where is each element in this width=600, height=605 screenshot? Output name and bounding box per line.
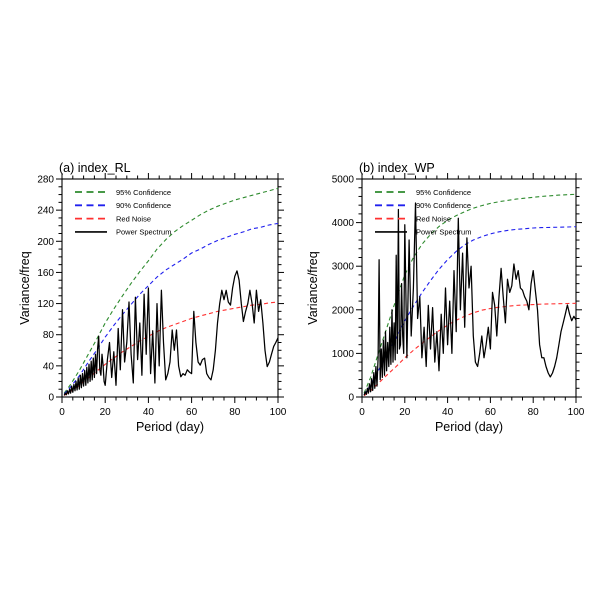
y-tick-label: 80 xyxy=(43,330,55,341)
x-axis-label: Period (day) xyxy=(136,420,204,434)
series-power-spectrum xyxy=(63,270,279,396)
x-tick-label: 40 xyxy=(442,407,454,418)
plot-frame xyxy=(361,178,577,398)
series-power-spectrum xyxy=(363,202,577,396)
y-tick-label: 160 xyxy=(37,268,54,279)
x-tick-label: 40 xyxy=(143,407,155,418)
y-tick-label: 40 xyxy=(43,361,55,372)
legend-label: Red Noise xyxy=(416,214,451,223)
y-tick-label: 0 xyxy=(348,393,354,404)
x-tick-label: 0 xyxy=(59,407,65,418)
x-tick-label: 60 xyxy=(186,407,198,418)
y-axis-label: Variance/freq xyxy=(306,251,320,324)
series-red-noise xyxy=(363,302,577,397)
y-tick-label: 240 xyxy=(37,206,54,217)
x-tick-label: 20 xyxy=(399,407,411,418)
x-tick-label: 100 xyxy=(568,407,585,418)
chart-a: 0 20 40 60 80 100 0 40 80 120 160 200 240 280 95% Conf… xyxy=(18,161,287,434)
y-tick-label: 2000 xyxy=(332,305,355,316)
x-tick-label: 20 xyxy=(100,407,112,418)
legend-label: 90% Confidence xyxy=(116,201,171,210)
legend-label: Power Spectrum xyxy=(416,228,471,237)
y-tick-label: 280 xyxy=(37,175,54,186)
x-tick-label: 100 xyxy=(270,407,287,418)
x-tick-label: 60 xyxy=(485,407,497,418)
legend-label: Red Noise xyxy=(116,214,151,223)
chart-title: (a) index_RL xyxy=(59,161,131,175)
y-tick-label: 1000 xyxy=(332,349,355,360)
y-tick-label: 120 xyxy=(37,299,54,310)
series-95-confidence xyxy=(363,193,577,394)
series-95-confidence xyxy=(63,187,279,394)
legend-label: Power Spectrum xyxy=(116,228,171,237)
x-tick-label: 80 xyxy=(528,407,540,418)
y-tick-label: 200 xyxy=(37,237,54,248)
axis-ticks xyxy=(56,173,284,403)
y-axis-label: Variance/freq xyxy=(18,251,32,324)
legend: 95% Confidence 90% Confidence Red Noise Pow… xyxy=(375,188,471,237)
y-tick-label: 5000 xyxy=(332,175,355,186)
chart-title: (b) index_WP xyxy=(359,161,435,175)
x-axis-label: Period (day) xyxy=(435,420,503,434)
plot-frame xyxy=(61,178,279,398)
legend-label: 90% Confidence xyxy=(416,201,471,210)
series-90-confidence xyxy=(363,226,577,395)
legend-label: 95% Confidence xyxy=(416,188,471,197)
x-tick-label: 80 xyxy=(229,407,241,418)
x-tick-label: 0 xyxy=(359,407,365,418)
y-tick-label: 0 xyxy=(48,393,54,404)
legend: 95% Confidence 90% Confidence Red Noise Pow… xyxy=(75,188,171,237)
y-tick-label: 3000 xyxy=(332,262,355,273)
series-red-noise xyxy=(63,301,279,396)
axis-ticks xyxy=(356,173,582,403)
legend-label: 95% Confidence xyxy=(116,188,171,197)
y-tick-label: 4000 xyxy=(332,218,355,229)
